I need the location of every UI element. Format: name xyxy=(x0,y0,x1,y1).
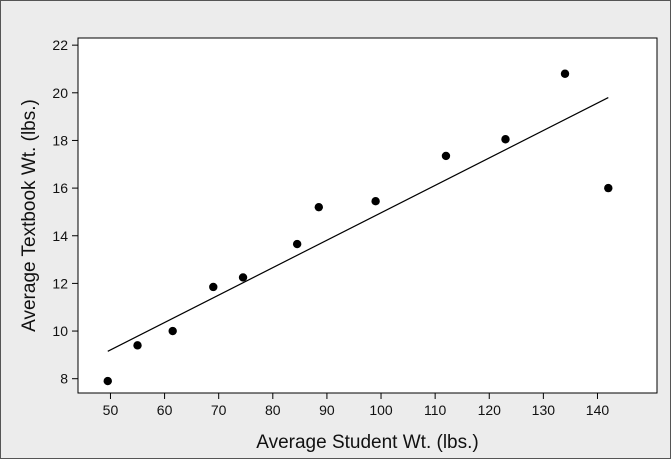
data-point xyxy=(292,239,302,249)
x-axis-label: Average Student Wt. (lbs.) xyxy=(256,432,478,453)
x-tick-label: 100 xyxy=(369,402,393,418)
x-tick-label: 120 xyxy=(478,402,502,418)
data-point xyxy=(238,273,248,282)
x-tick-label: 130 xyxy=(532,402,556,418)
plot-area xyxy=(77,37,658,394)
regression-line xyxy=(107,97,609,352)
x-tick-label: 140 xyxy=(586,402,610,418)
data-point xyxy=(103,376,112,386)
x-tick-label: 50 xyxy=(103,402,119,418)
data-point xyxy=(501,135,510,144)
y-axis: 8 10 12 14 16 18 20 22 xyxy=(52,37,78,387)
x-tick-label: 70 xyxy=(211,402,227,418)
data-point xyxy=(133,341,142,350)
data-point xyxy=(560,69,570,78)
y-tick-label: 18 xyxy=(52,132,68,148)
x-tick-label: 110 xyxy=(424,402,447,418)
x-tick-label: 90 xyxy=(319,402,335,418)
y-tick-label: 22 xyxy=(52,37,68,53)
data-point xyxy=(371,197,380,206)
y-tick-label: 14 xyxy=(52,228,68,244)
y-tick-label: 20 xyxy=(52,85,68,101)
y-tick-label: 8 xyxy=(60,371,68,387)
data-point xyxy=(604,183,613,193)
data-point xyxy=(314,202,323,212)
data-point xyxy=(168,326,177,336)
y-tick-label: 10 xyxy=(52,323,68,339)
x-tick-label: 60 xyxy=(157,402,173,418)
x-tick-label: 80 xyxy=(265,402,281,418)
data-point xyxy=(209,282,218,292)
y-tick-label: 12 xyxy=(52,275,68,291)
x-axis: 50 60 70 80 90 100 110 120 130 140 xyxy=(103,393,610,418)
data-points xyxy=(103,69,613,386)
data-point xyxy=(441,151,451,161)
y-tick-label: 16 xyxy=(52,180,68,196)
y-axis-label: Average Textbook Wt. (lbs.) xyxy=(19,99,40,332)
